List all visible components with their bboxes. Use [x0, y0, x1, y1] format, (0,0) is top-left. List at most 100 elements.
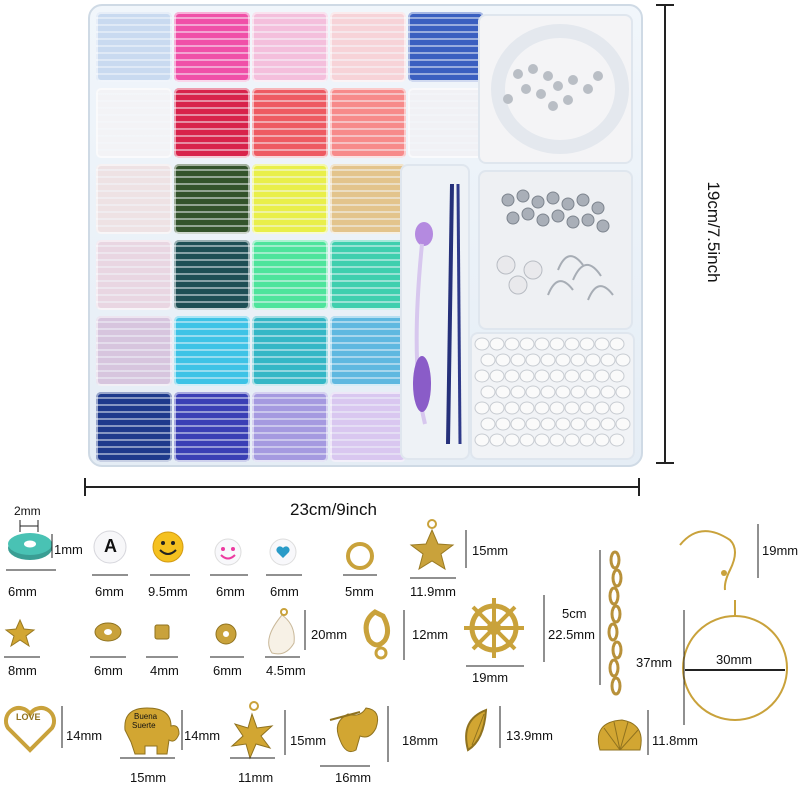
ear-hook-label: 19mm: [762, 543, 799, 558]
shell-height-label: 20mm: [311, 627, 348, 642]
round-bead-label: 6mm: [213, 663, 242, 678]
letter-bead: [525, 353, 541, 367]
letter-bead: [510, 385, 526, 399]
letter-bead: [585, 385, 601, 399]
leaf-label: 13.9mm: [506, 728, 553, 743]
letter-bead: [585, 417, 601, 431]
letter-bead: [579, 401, 595, 415]
spacers-illustration: [496, 189, 614, 301]
box-width-label: 23cm/9inch: [290, 500, 377, 519]
pink-smiley-bead-label: 6mm: [216, 584, 245, 599]
bead-cell: [252, 164, 328, 234]
clay-bead-thickness-label: 1mm: [54, 542, 83, 557]
letter-bead: [579, 369, 595, 383]
letter-bead: [600, 385, 616, 399]
scallop-label: 11.8mm: [652, 733, 698, 748]
bead-cell: [96, 164, 172, 234]
letter-bead: [594, 337, 610, 351]
letter-bead: [540, 353, 556, 367]
letter-bead: [489, 337, 505, 351]
bead-cell: [330, 392, 406, 462]
starfish-width-label: 11mm: [238, 770, 274, 785]
bead-cell: [330, 12, 406, 82]
wheel-height-label: 22.5mm: [548, 627, 595, 642]
bead-cell: [330, 316, 406, 386]
letter-bead: [549, 401, 565, 415]
letter-bead: [540, 385, 556, 399]
letter-bead: [564, 401, 580, 415]
hoop-outer-label: 37mm: [636, 655, 673, 670]
letter-bead: [600, 417, 616, 431]
width-line-right-cap: [638, 478, 640, 496]
letter-bead: [489, 369, 505, 383]
letter-bead: [549, 433, 565, 447]
letter-bead: [594, 369, 610, 383]
bead-cell: [96, 392, 172, 462]
letter-bead: [549, 337, 565, 351]
letter-bead: [519, 433, 535, 447]
letter-bead: [570, 385, 586, 399]
height-dimension-line: [664, 4, 666, 464]
letter-bead: [534, 337, 550, 351]
bead-cell: [252, 12, 328, 82]
bead-cell: [174, 240, 250, 310]
star-charm-width-label: 11.9mm: [410, 584, 456, 599]
bead-cell: [174, 392, 250, 462]
letter-bead: [555, 417, 571, 431]
letter-bead: [609, 433, 625, 447]
star-bead-label: 8mm: [8, 663, 37, 678]
cupid-height-label: 18mm: [402, 733, 439, 748]
height-line-top-cap: [656, 4, 674, 6]
bead-cell: [408, 12, 484, 82]
letter-bead: [510, 417, 526, 431]
letter-bead: [609, 337, 625, 351]
letter-bead: [570, 353, 586, 367]
width-line-left-cap: [84, 478, 86, 496]
letter-bead-label: 6mm: [95, 584, 124, 599]
bead-cell: [96, 88, 172, 158]
shell-width-label: 4.5mm: [266, 663, 306, 678]
letter-bead: [564, 337, 580, 351]
letter-bead: [474, 337, 490, 351]
bead-cell: [174, 12, 250, 82]
hoop-inner-label: 30mm: [716, 652, 753, 667]
letter-bead: [519, 369, 535, 383]
wheel-width-label: 19mm: [472, 670, 509, 685]
buena-text-2: Suerte: [132, 721, 156, 730]
letter-bead: [594, 401, 610, 415]
letter-bead: [579, 337, 595, 351]
letter-bead-char: A: [104, 536, 117, 556]
bead-cell: [96, 316, 172, 386]
letter-bead: [579, 433, 595, 447]
letter-bead: [504, 401, 520, 415]
clay-bead-hole-label: 2mm: [14, 504, 41, 518]
bead-cell: [174, 88, 250, 158]
letter-bead: [519, 337, 535, 351]
letter-bead: [534, 433, 550, 447]
letter-bead: [564, 433, 580, 447]
letter-bead: [570, 417, 586, 431]
letter-beads-illustration: [474, 337, 631, 447]
letter-bead: [534, 369, 550, 383]
letter-bead: [615, 353, 631, 367]
jump-ring-label: 5mm: [345, 584, 374, 599]
letter-bead: [504, 369, 520, 383]
clay-bead-width-label: 6mm: [8, 584, 37, 599]
bead-cell: [408, 88, 484, 158]
heart-bead-label: 6mm: [270, 584, 299, 599]
letter-bead: [615, 417, 631, 431]
letter-bead: [495, 353, 511, 367]
spacer-round-label: 6mm: [94, 663, 123, 678]
letter-bead: [585, 353, 601, 367]
letter-bead: [510, 353, 526, 367]
letter-bead: [609, 401, 625, 415]
letter-bead: [480, 353, 496, 367]
letter-bead: [504, 337, 520, 351]
clasps-illustration: [491, 24, 629, 154]
height-line-bottom-cap: [656, 462, 674, 464]
letter-bead: [534, 401, 550, 415]
letter-bead: [555, 385, 571, 399]
elephant-width-label: 15mm: [130, 770, 167, 785]
letter-bead: [474, 369, 490, 383]
bead-cell: [330, 164, 406, 234]
